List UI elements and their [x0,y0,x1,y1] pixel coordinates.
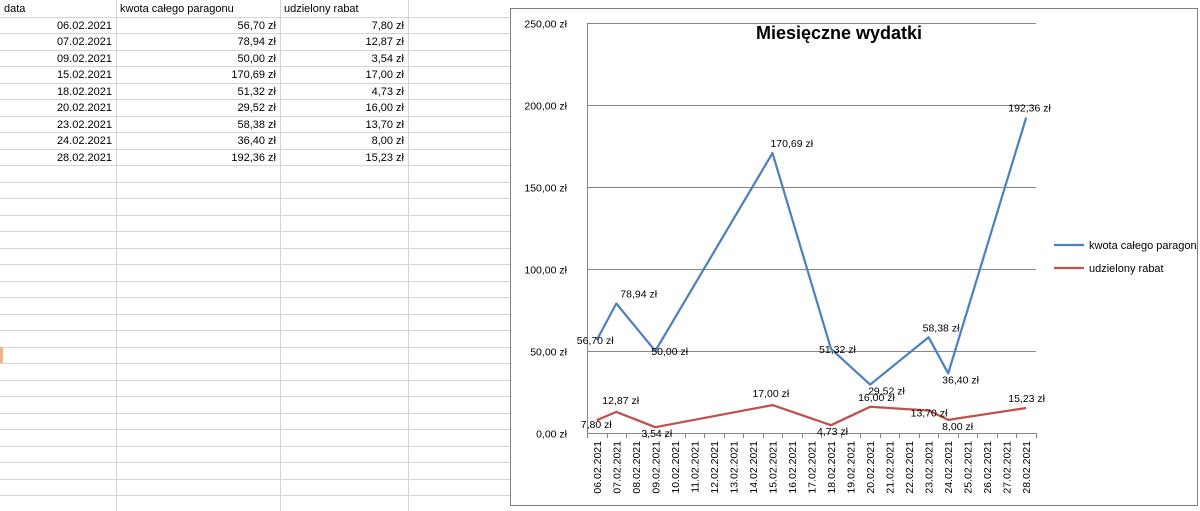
table-row: 15.02.2021 170,69 zł 17,00 zł [57,69,405,81]
x-tick-label: 28.02.2021 [1021,441,1033,494]
x-tick-label: 22.02.2021 [904,441,916,494]
legend-entry: kwota całego paragonu [1054,240,1197,252]
x-tick-label: 21.02.2021 [885,441,897,494]
data-label: 56,70 zł [577,335,614,347]
data-label: 50,00 zł [651,346,688,358]
series-line-1 [595,117,1028,386]
date-cell: 18.02.2021 [57,86,112,98]
y-tick-label: 100,00 zł [524,265,567,277]
y-tick-label: 50,00 zł [530,347,567,359]
discount-cell: 4,73 zł [372,86,405,98]
date-cell: 07.02.2021 [57,36,112,48]
x-tick-label: 18.02.2021 [826,441,838,494]
data-label: 8,00 zł [942,421,974,433]
date-cell: 09.02.2021 [57,53,112,65]
total-cell: 56,70 zł [237,20,276,32]
table-row: 07.02.2021 78,94 zł 12,87 zł [57,36,405,48]
x-tick-label: 17.02.2021 [807,441,819,494]
x-tick-label: 25.02.2021 [963,441,975,494]
x-tick-label: 20.02.2021 [865,441,877,494]
data-label: 192,36 zł [1008,103,1051,115]
x-tick-label: 14.02.2021 [748,441,760,494]
total-cell: 36,40 zł [237,135,276,147]
total-cell: 51,32 zł [237,86,276,98]
discount-cell: 3,54 zł [372,53,405,65]
x-tick-label: 26.02.2021 [982,441,994,494]
row-selection-marker [0,347,3,363]
data-label: 12,87 zł [602,395,639,407]
x-tick-label: 09.02.2021 [650,441,662,494]
y-tick-label: 250,00 zł [524,19,567,31]
table-row: 23.02.2021 58,38 zł 13,70 zł [57,119,405,131]
discount-cell: 7,80 zł [372,20,405,32]
chart-canvas: 0,00 zł 50,00 zł 100,00 zł 150,00 zł 200,00 … [524,19,1197,494]
y-tick-label: 200,00 zł [524,101,567,113]
x-tick-label: 13.02.2021 [728,441,740,494]
x-tick-label: 10.02.2021 [670,441,682,494]
data-label: 7,80 zł [581,419,613,431]
header-cell-date: data [4,3,26,15]
x-tick-label: 23.02.2021 [924,441,936,494]
data-label: 78,94 zł [620,289,657,301]
total-cell: 78,94 zł [237,36,276,48]
table-row: 24.02.2021 36,40 zł 8,00 zł [57,135,405,147]
date-cell: 15.02.2021 [57,69,112,81]
x-tick-label: 06.02.2021 [592,441,604,494]
x-tick-label: 27.02.2021 [1002,441,1014,494]
x-tick-label: 08.02.2021 [631,441,643,494]
x-tick-label: 24.02.2021 [943,441,955,494]
data-label: 51,32 zł [819,344,856,356]
date-cell: 20.02.2021 [57,102,112,114]
x-tick-label: 15.02.2021 [767,441,779,494]
table-row: 09.02.2021 50,00 zł 3,54 zł [57,53,405,65]
legend-label: kwota całego paragonu [1089,240,1197,252]
discount-cell: 16,00 zł [365,102,404,114]
legend-entry: udzielony rabat [1054,263,1164,275]
series-line-2 [596,403,1027,429]
table-row: 18.02.2021 51,32 zł 4,73 zł [57,86,405,98]
chart-title: Miesięczne wydatki [756,23,922,43]
x-tick-label: 07.02.2021 [611,441,623,494]
header-cell-discount: udzielony rabat [284,3,359,15]
data-label: 3,54 zł [641,428,673,440]
total-cell: 58,38 zł [237,119,276,131]
legend-label: udzielony rabat [1089,263,1164,275]
data-label: 36,40 zł [942,374,979,386]
data-label: 58,38 zł [923,322,960,334]
date-cell: 06.02.2021 [57,20,112,32]
total-cell: 170,69 zł [231,69,276,81]
data-label: 13,70 zł [911,408,948,420]
discount-cell: 13,70 zł [365,119,404,131]
total-cell: 29,52 zł [237,102,276,114]
table-row: 06.02.2021 56,70 zł 7,80 zł [57,20,405,32]
y-tick-label: 0,00 zł [536,429,568,441]
x-tick-label: 11.02.2021 [689,441,701,493]
data-label: 29,52 zł [868,386,905,398]
x-tick-label: 19.02.2021 [846,441,858,494]
header-cell-total: kwota całego paragonu [120,3,234,15]
table-row: 20.02.2021 29,52 zł 16,00 zł [57,102,405,114]
discount-cell: 17,00 zł [365,69,404,81]
date-cell: 24.02.2021 [57,135,112,147]
table-row: 28.02.2021 192,36 zł 15,23 zł [57,152,405,164]
line-chart[interactable]: 0,00 zł 50,00 zł 100,00 zł 150,00 zł 200,00 … [510,8,1198,506]
total-cell: 50,00 zł [237,53,276,65]
data-label: 15,23 zł [1008,393,1045,405]
discount-cell: 12,87 zł [365,36,404,48]
data-label: 4,73 zł [817,426,849,438]
discount-cell: 15,23 zł [365,152,404,164]
date-cell: 28.02.2021 [57,152,112,164]
date-cell: 23.02.2021 [57,119,112,131]
data-label: 17,00 zł [752,388,789,400]
data-label: 16,00 zł [858,392,895,404]
total-cell: 192,36 zł [231,152,276,164]
x-tick-label: 12.02.2021 [709,441,721,494]
data-label: 170,69 zł [770,138,813,150]
x-tick-label: 16.02.2021 [787,441,799,494]
discount-cell: 8,00 zł [372,135,405,147]
y-tick-label: 150,00 zł [524,183,567,195]
